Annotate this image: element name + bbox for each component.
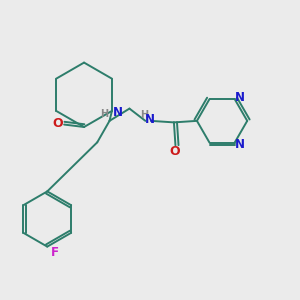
Text: N: N [235,138,244,151]
Text: H: H [140,110,148,120]
Text: H: H [100,109,108,119]
Text: N: N [235,91,244,104]
Text: O: O [53,117,63,130]
Text: O: O [169,145,180,158]
Text: F: F [51,246,59,259]
Text: N: N [113,106,123,119]
Text: N: N [144,113,154,126]
